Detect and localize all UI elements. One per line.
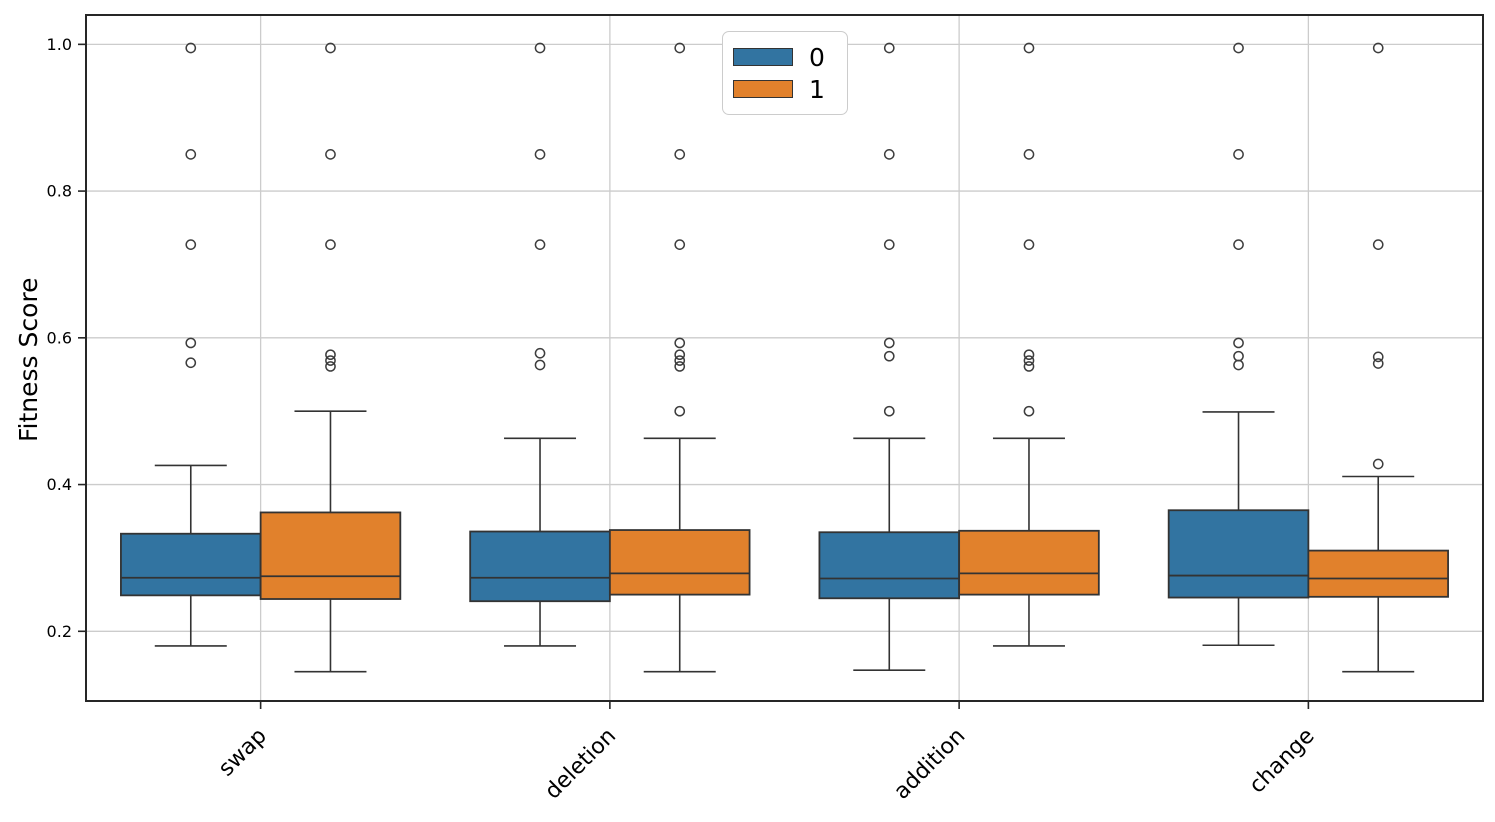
outlier-deletion-0: [534, 359, 546, 371]
x-tick-label-change: change: [1245, 724, 1320, 799]
outlier-swap-1: [325, 349, 336, 361]
outlier-deletion-0: [534, 239, 546, 250]
outlier-addition-0: [883, 337, 895, 349]
outlier-swap-0: [185, 42, 197, 54]
outlier-addition-0: [883, 350, 895, 362]
outlier-change-1: [1372, 42, 1384, 54]
y-tick-label: 1.0: [47, 35, 72, 54]
legend-swatch-series-1: [733, 80, 793, 98]
outlier-deletion-1: [674, 355, 686, 366]
y-axis-label: Fitness Score: [14, 277, 43, 442]
y-tick-label: 0.6: [47, 328, 72, 347]
y-tick-label: 0.2: [47, 622, 72, 641]
outlier-addition-1: [1023, 239, 1035, 250]
box-addition-0: [818, 531, 961, 600]
outlier-addition-0: [883, 149, 895, 160]
outlier-swap-1: [325, 42, 336, 54]
outlier-addition-1: [1023, 42, 1035, 54]
outlier-deletion-0: [534, 42, 546, 54]
box-deletion-0: [469, 530, 611, 603]
outlier-deletion-1: [674, 149, 686, 160]
outlier-change-1: [1372, 239, 1384, 250]
outlier-deletion-0: [534, 347, 546, 359]
box-deletion-1: [608, 529, 751, 596]
outlier-deletion-1: [674, 337, 686, 349]
outlier-addition-1: [1023, 349, 1035, 361]
outlier-swap-1: [325, 361, 336, 372]
outlier-deletion-1: [674, 239, 686, 250]
outlier-change-0: [1233, 149, 1244, 160]
box-swap-0: [120, 532, 262, 597]
outlier-change-0: [1233, 359, 1244, 371]
outlier-change-0: [1233, 239, 1244, 250]
outlier-deletion-1: [674, 42, 686, 54]
legend-item-1: 1: [733, 73, 847, 105]
x-tick-label-swap: swap: [214, 724, 272, 782]
outlier-change-1: [1372, 458, 1384, 470]
outlier-swap-0: [185, 337, 197, 349]
legend-label-series-0: 0: [809, 42, 825, 72]
outlier-swap-0: [185, 149, 197, 160]
plot-frame: [85, 14, 1484, 702]
outlier-addition-0: [883, 239, 895, 250]
x-tick-label-deletion: deletion: [540, 724, 621, 805]
outlier-addition-0: [883, 42, 895, 54]
outlier-deletion-1: [674, 361, 686, 372]
x-tick-label-addition: addition: [889, 724, 970, 805]
outlier-addition-1: [1023, 405, 1035, 417]
y-tick-label: 0.4: [47, 475, 72, 494]
legend-label-series-1: 1: [809, 74, 825, 104]
y-tick-label: 0.8: [47, 182, 72, 201]
outlier-swap-1: [325, 149, 336, 160]
outlier-addition-0: [883, 405, 895, 417]
outlier-swap-0: [185, 239, 197, 250]
outlier-change-0: [1233, 337, 1244, 349]
legend-item-0: 0: [733, 41, 847, 73]
outlier-addition-1: [1023, 361, 1035, 372]
outlier-addition-1: [1023, 355, 1035, 366]
box-change-0: [1167, 509, 1310, 599]
outlier-swap-0: [185, 357, 197, 369]
outlier-deletion-1: [674, 405, 686, 417]
outlier-deletion-1: [674, 349, 686, 361]
box-swap-1: [259, 511, 402, 600]
outlier-change-1: [1372, 351, 1384, 363]
box-change-1: [1307, 549, 1449, 598]
outlier-swap-1: [325, 355, 336, 366]
outlier-change-0: [1233, 42, 1244, 54]
outlier-change-1: [1372, 358, 1384, 369]
outlier-addition-1: [1023, 149, 1035, 160]
outlier-deletion-0: [534, 149, 546, 160]
box-addition-1: [958, 529, 1100, 596]
legend-swatch-series-0: [733, 48, 793, 66]
outlier-swap-1: [325, 239, 336, 250]
legend: 0 1: [722, 31, 848, 115]
